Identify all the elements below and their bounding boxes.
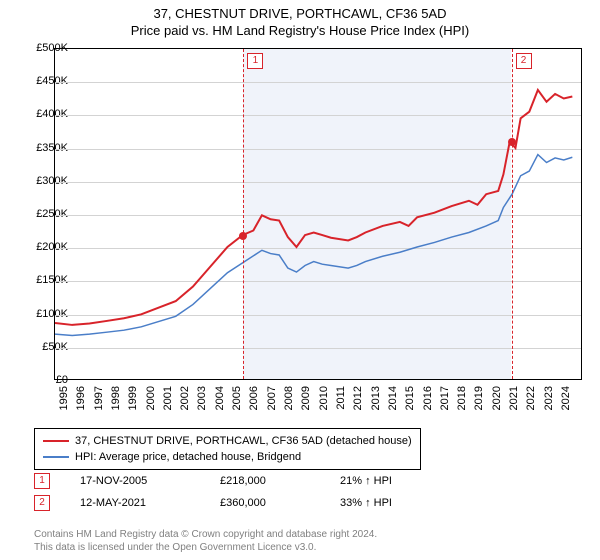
marker-line-2: [512, 49, 513, 379]
x-tick-label: 1995: [58, 386, 70, 410]
event-row-2: 2 12-MAY-2021 £360,000 33% ↑ HPI: [34, 492, 450, 514]
x-tick-label: 2012: [352, 386, 364, 410]
x-tick-label: 2001: [162, 386, 174, 410]
marker-dot-2: [508, 138, 516, 146]
x-tick-label: 2023: [543, 386, 555, 410]
x-tick-label: 2014: [387, 386, 399, 410]
event-delta: 33% ↑ HPI: [340, 497, 450, 509]
x-tick-label: 1996: [75, 386, 87, 410]
footer-line2: This data is licensed under the Open Gov…: [34, 541, 377, 554]
marker-box-2: 2: [516, 53, 532, 69]
x-tick-label: 2024: [560, 386, 572, 410]
legend-row: 37, CHESTNUT DRIVE, PORTHCAWL, CF36 5AD …: [43, 433, 412, 449]
legend-row: HPI: Average price, detached house, Brid…: [43, 449, 412, 465]
x-tick-label: 2003: [196, 386, 208, 410]
x-tick-label: 2022: [525, 386, 537, 410]
x-tick-label: 2010: [318, 386, 330, 410]
x-tick-label: 2013: [370, 386, 382, 410]
x-tick-label: 2007: [266, 386, 278, 410]
event-date: 12-MAY-2021: [80, 497, 190, 509]
x-tick-label: 2018: [456, 386, 468, 410]
x-tick-label: 2009: [300, 386, 312, 410]
transaction-events: 1 17-NOV-2005 £218,000 21% ↑ HPI 2 12-MAY-202…: [34, 470, 450, 514]
event-price: £218,000: [220, 475, 310, 487]
x-tick-label: 2011: [335, 386, 347, 410]
x-tick-label: 2017: [439, 386, 451, 410]
marker-dot-1: [239, 232, 247, 240]
series-price_paid: [55, 90, 572, 325]
footer: Contains HM Land Registry data © Crown c…: [34, 528, 377, 554]
x-tick-label: 2000: [145, 386, 157, 410]
x-tick-label: 1997: [93, 386, 105, 410]
x-tick-label: 2005: [231, 386, 243, 410]
x-tick-label: 2008: [283, 386, 295, 410]
event-marker-box: 2: [34, 495, 50, 511]
chart-plot-area: 12: [54, 48, 582, 380]
x-tick-label: 2019: [473, 386, 485, 410]
x-tick-label: 2020: [491, 386, 503, 410]
chart-title: 37, CHESTNUT DRIVE, PORTHCAWL, CF36 5AD …: [0, 0, 600, 40]
legend-label: 37, CHESTNUT DRIVE, PORTHCAWL, CF36 5AD …: [75, 435, 412, 447]
event-delta: 21% ↑ HPI: [340, 475, 450, 487]
legend-swatch: [43, 440, 69, 442]
x-tick-label: 2004: [214, 386, 226, 410]
x-tick-label: 1999: [127, 386, 139, 410]
series-hpi: [55, 155, 572, 336]
x-tick-label: 2002: [179, 386, 191, 410]
x-tick-label: 2016: [422, 386, 434, 410]
marker-box-1: 1: [247, 53, 263, 69]
event-row-1: 1 17-NOV-2005 £218,000 21% ↑ HPI: [34, 470, 450, 492]
x-tick-label: 2006: [248, 386, 260, 410]
x-tick-label: 1998: [110, 386, 122, 410]
event-marker-box: 1: [34, 473, 50, 489]
legend-label: HPI: Average price, detached house, Brid…: [75, 451, 301, 463]
event-price: £360,000: [220, 497, 310, 509]
title-line2: Price paid vs. HM Land Registry's House …: [0, 23, 600, 40]
title-line1: 37, CHESTNUT DRIVE, PORTHCAWL, CF36 5AD: [0, 6, 600, 23]
legend-swatch: [43, 456, 69, 458]
x-axis-labels: 1995 1996 1997 1998 1999 2000 2001 2002 2003 2004…: [54, 382, 582, 422]
marker-line-1: [243, 49, 244, 379]
series-lines: [55, 49, 581, 379]
event-date: 17-NOV-2005: [80, 475, 190, 487]
x-tick-label: 2015: [404, 386, 416, 410]
x-tick-label: 2021: [508, 386, 520, 410]
footer-line1: Contains HM Land Registry data © Crown c…: [34, 528, 377, 541]
legend: 37, CHESTNUT DRIVE, PORTHCAWL, CF36 5AD …: [34, 428, 421, 470]
